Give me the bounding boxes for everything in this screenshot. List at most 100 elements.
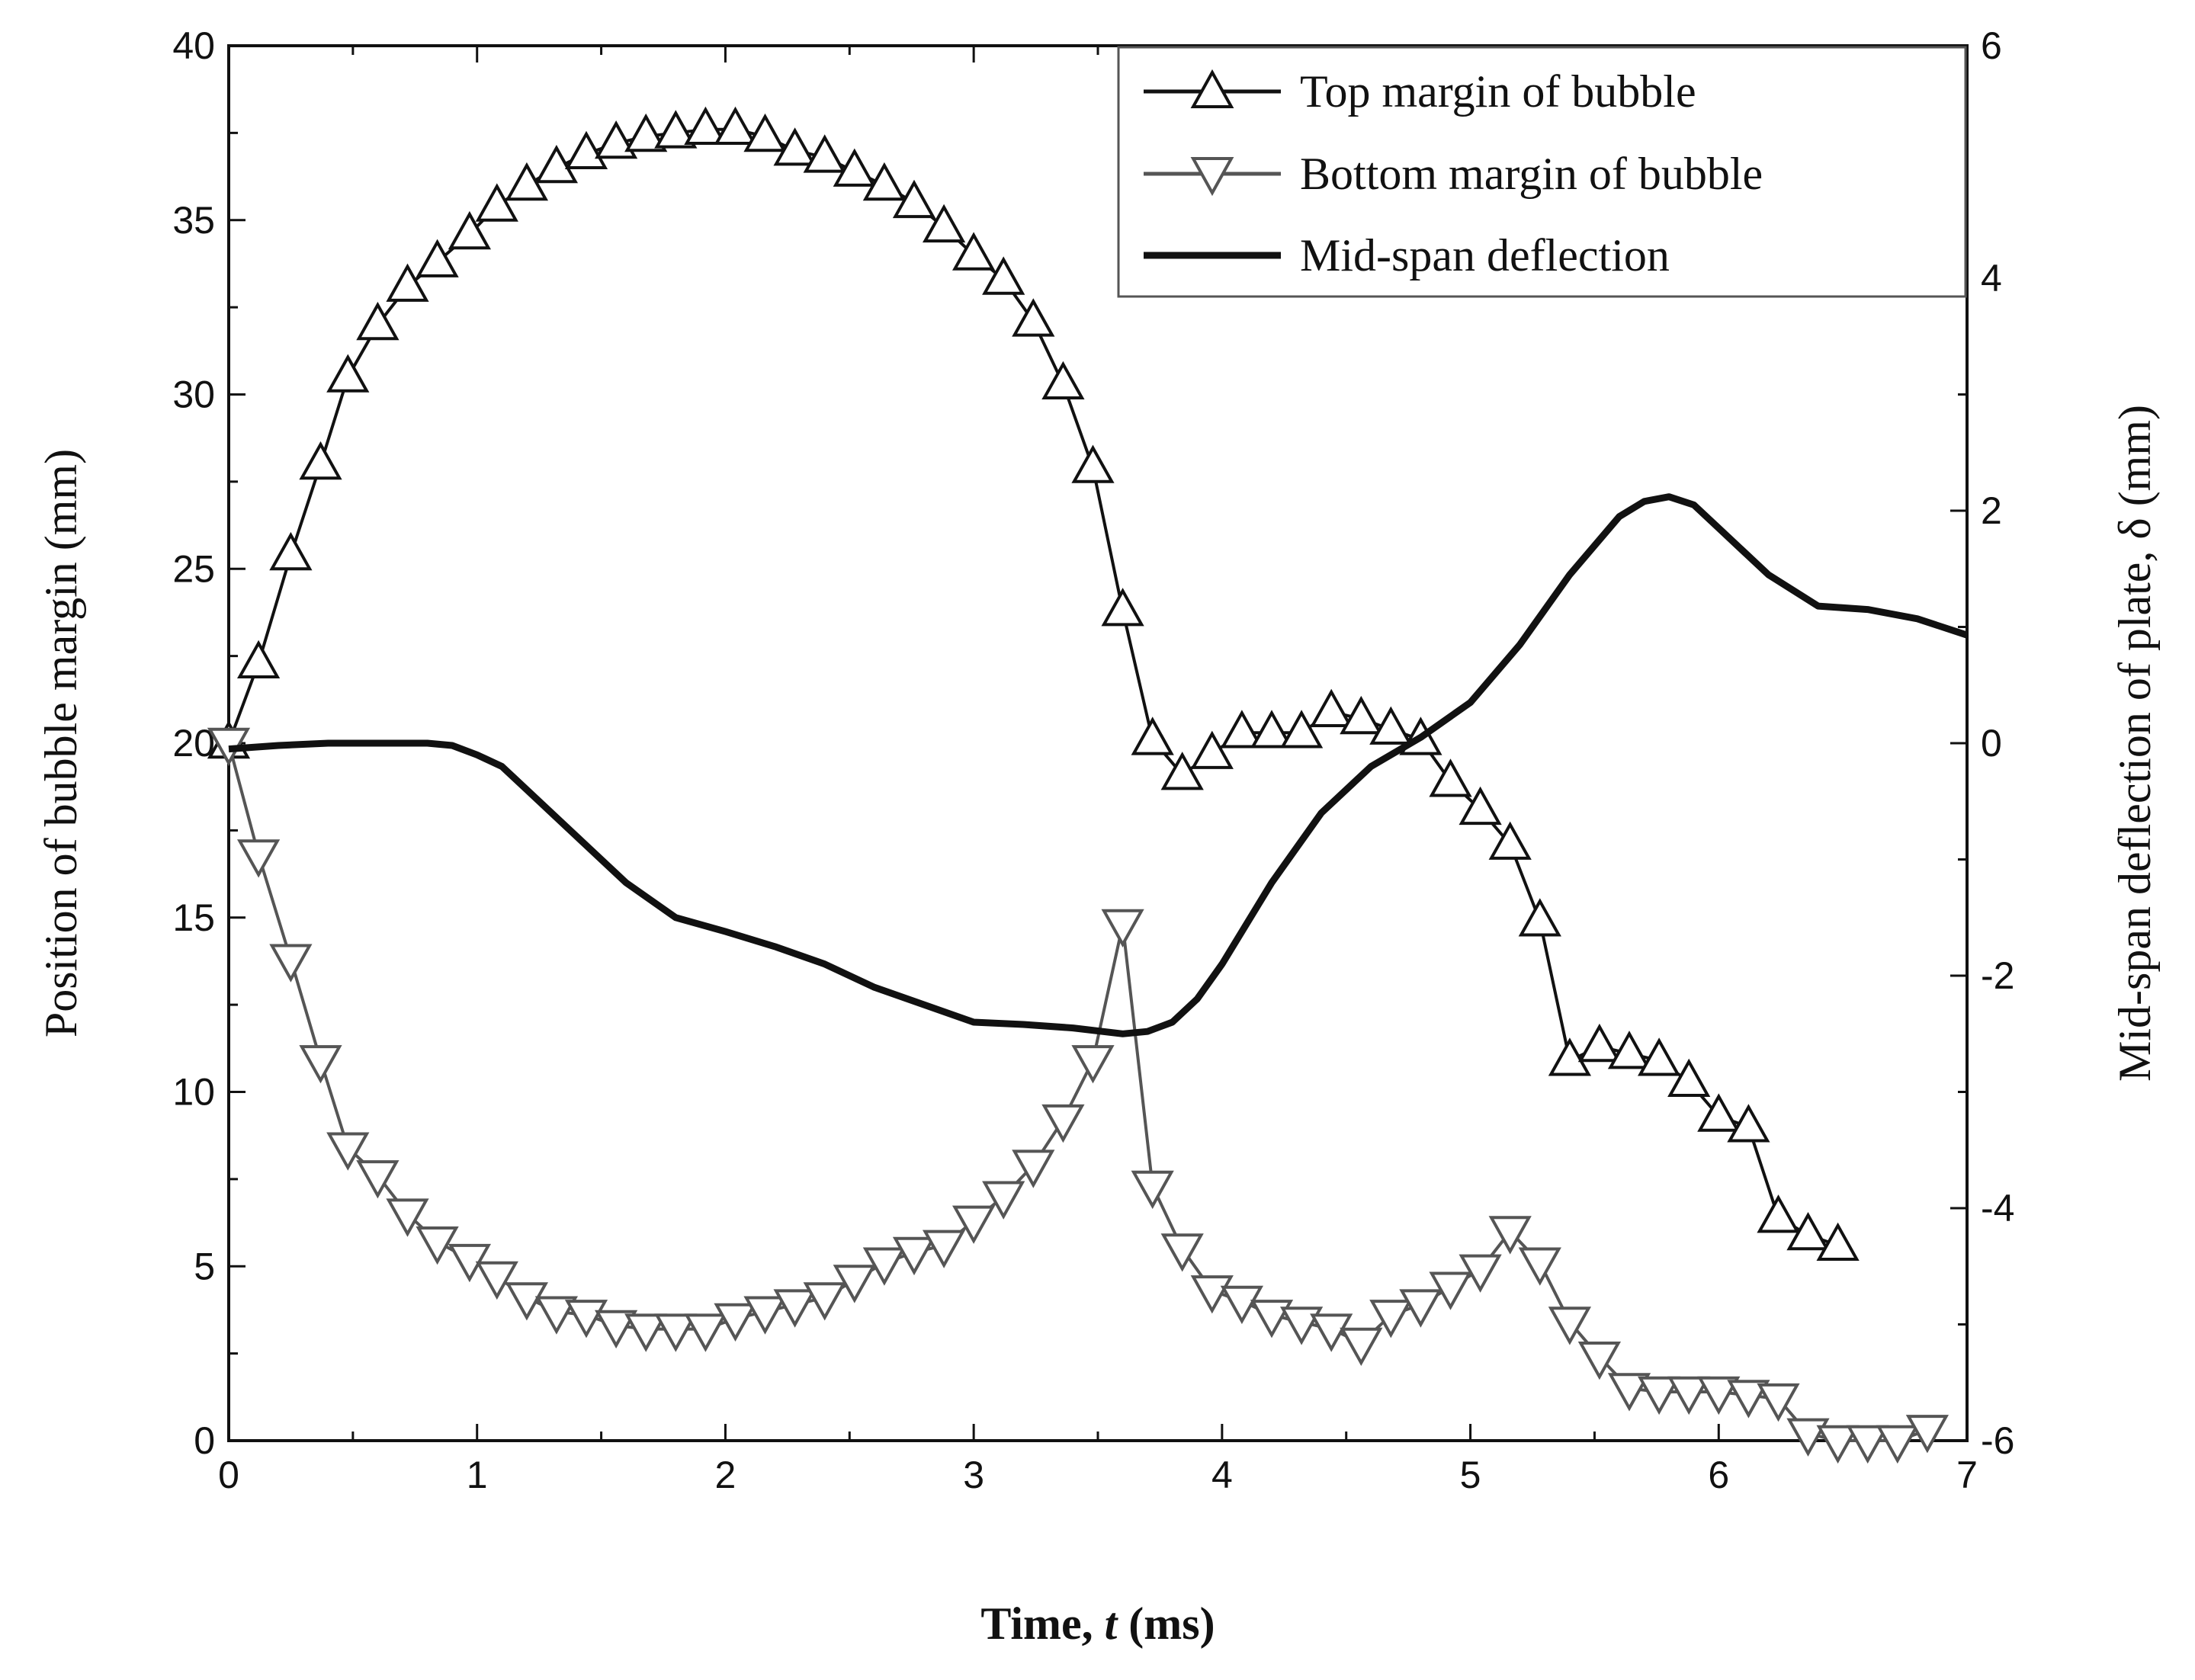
data-point-top-margin-of-bubble — [982, 256, 1025, 295]
data-point-top-margin-of-bubble — [1786, 1212, 1830, 1251]
data-point-bottom-margin-of-bubble — [1637, 1376, 1681, 1415]
data-point-top-margin-of-bubble — [684, 106, 727, 145]
y-left-axis-ticks: 0 5 10 15 20 25 30 35 40 — [172, 24, 245, 1462]
data-point-bottom-margin-of-bubble — [1399, 1289, 1442, 1328]
data-point-bottom-margin-of-bubble — [1697, 1376, 1741, 1415]
x-tick-label: 5 — [1460, 1454, 1481, 1496]
legend-label-top-margin: Top margin of bubble — [1300, 66, 1696, 117]
data-point-top-margin-of-bubble — [1757, 1194, 1800, 1233]
data-point-bottom-margin-of-bubble — [684, 1313, 727, 1352]
data-point-top-margin-of-bubble — [475, 183, 518, 222]
data-point-top-margin-of-bubble — [1310, 688, 1353, 727]
data-point-top-margin-of-bubble — [1637, 1037, 1681, 1076]
data-point-top-margin-of-bubble — [1667, 1058, 1711, 1097]
x-tick-label: 3 — [963, 1454, 984, 1496]
series-line-mid-span-deflection — [228, 493, 1969, 1037]
data-point-top-margin-of-bubble — [1429, 758, 1472, 797]
data-point-bottom-margin-of-bubble — [1459, 1254, 1502, 1293]
data-point-bottom-margin-of-bubble — [1190, 1275, 1234, 1314]
data-point-bottom-margin-of-bubble — [1101, 909, 1144, 947]
y-left-axis-title: Position of bubble margin (mm) — [36, 449, 86, 1037]
data-point-top-margin-of-bubble — [236, 640, 281, 678]
data-point-top-margin-of-bubble — [1160, 752, 1204, 790]
data-point-bottom-margin-of-bubble — [982, 1181, 1025, 1220]
data-point-bottom-margin-of-bubble — [1727, 1380, 1770, 1419]
data-point-top-margin-of-bubble — [1250, 710, 1294, 749]
data-point-bottom-margin-of-bubble — [236, 839, 281, 878]
x-axis-title: Time, t (ms) — [980, 1598, 1215, 1649]
data-point-top-margin-of-bubble — [833, 148, 876, 187]
data-point-bottom-margin-of-bubble — [269, 944, 313, 983]
data-point-bottom-margin-of-bubble — [1816, 1425, 1860, 1464]
legend-label-deflection: Mid-span deflection — [1300, 230, 1670, 281]
data-point-top-margin-of-bubble — [1071, 444, 1115, 483]
y-left-tick-label: 0 — [194, 1419, 215, 1462]
data-point-bottom-margin-of-bubble — [714, 1303, 757, 1342]
data-point-top-margin-of-bubble — [269, 531, 313, 571]
data-point-bottom-margin-of-bubble — [356, 1160, 400, 1199]
data-point-top-margin-of-bubble — [1697, 1093, 1741, 1132]
x-axis-ticks: 0 1 2 3 4 5 6 7 — [218, 46, 1978, 1496]
data-point-top-margin-of-bubble — [386, 263, 429, 302]
data-point-bottom-margin-of-bubble — [833, 1265, 876, 1303]
data-point-top-margin-of-bubble — [1041, 361, 1085, 399]
data-point-top-margin-of-bubble — [1607, 1031, 1651, 1069]
x-tick-label: 7 — [1956, 1454, 1978, 1496]
data-point-top-margin-of-bubble — [1101, 588, 1144, 627]
data-point-bottom-margin-of-bubble — [1250, 1300, 1294, 1339]
legend-label-bottom-margin: Bottom margin of bubble — [1300, 149, 1763, 199]
data-point-top-margin-of-bubble — [534, 145, 579, 184]
y-left-tick-label: 10 — [172, 1071, 215, 1114]
x-tick-label: 6 — [1708, 1454, 1729, 1496]
data-point-bottom-margin-of-bubble — [624, 1313, 668, 1352]
x-tick-label: 2 — [715, 1454, 736, 1496]
data-point-top-margin-of-bubble — [1012, 298, 1055, 337]
data-point-bottom-margin-of-bubble — [1429, 1271, 1472, 1310]
data-point-bottom-margin-of-bubble — [1876, 1425, 1919, 1464]
y-left-tick-label: 40 — [172, 24, 215, 67]
y-right-tick-label: -6 — [1981, 1419, 2014, 1462]
data-point-bottom-margin-of-bubble — [1488, 1216, 1532, 1255]
data-point-top-margin-of-bubble — [1131, 717, 1174, 755]
data-point-bottom-margin-of-bubble — [1786, 1418, 1830, 1457]
data-point-bottom-margin-of-bubble — [1518, 1247, 1561, 1286]
data-point-top-margin-of-bubble — [448, 210, 492, 250]
data-point-top-margin-of-bubble — [1727, 1104, 1770, 1143]
data-point-bottom-margin-of-bubble — [803, 1282, 846, 1321]
y-left-tick-label: 20 — [172, 722, 215, 765]
y-left-tick-label: 35 — [172, 199, 215, 242]
data-point-top-margin-of-bubble — [356, 301, 400, 341]
y-right-tick-label: 0 — [1981, 722, 2002, 765]
data-point-top-margin-of-bubble — [743, 113, 787, 152]
data-point-top-margin-of-bubble — [1518, 898, 1561, 937]
data-point-top-margin-of-bubble — [1220, 710, 1264, 749]
data-point-bottom-margin-of-bubble — [1757, 1383, 1800, 1422]
data-point-top-margin-of-bubble — [892, 179, 936, 219]
series-layer — [207, 106, 1969, 1464]
legend-marker-triangle-down — [1190, 157, 1234, 197]
data-point-top-margin-of-bubble — [714, 106, 757, 145]
data-point-top-margin-of-bubble — [416, 239, 459, 277]
legend: Top margin of bubble Bottom margin of bu… — [1117, 46, 1967, 298]
y-right-tick-label: -4 — [1981, 1187, 2014, 1230]
data-point-bottom-margin-of-bubble — [922, 1230, 966, 1268]
data-point-top-margin-of-bubble — [624, 113, 668, 152]
data-point-top-margin-of-bubble — [1279, 710, 1324, 749]
data-point-bottom-margin-of-bubble — [1340, 1327, 1383, 1366]
data-point-bottom-margin-of-bubble — [1279, 1306, 1324, 1345]
data-point-bottom-margin-of-bubble — [1310, 1313, 1353, 1352]
data-point-bottom-margin-of-bubble — [654, 1313, 698, 1352]
data-point-bottom-margin-of-bubble — [743, 1296, 787, 1335]
data-point-top-margin-of-bubble — [564, 130, 608, 169]
data-point-bottom-margin-of-bubble — [1041, 1104, 1085, 1143]
data-point-bottom-margin-of-bubble — [1846, 1425, 1889, 1464]
data-point-bottom-margin-of-bubble — [1131, 1170, 1174, 1210]
data-point-top-margin-of-bubble — [1369, 706, 1413, 745]
legend-marker-triangle-up — [1190, 69, 1234, 108]
data-point-top-margin-of-bubble — [654, 110, 698, 149]
data-point-top-margin-of-bubble — [326, 354, 370, 393]
data-point-bottom-margin-of-bubble — [1548, 1306, 1592, 1345]
data-point-bottom-margin-of-bubble — [1071, 1045, 1115, 1084]
data-point-bottom-margin-of-bubble — [862, 1247, 907, 1286]
